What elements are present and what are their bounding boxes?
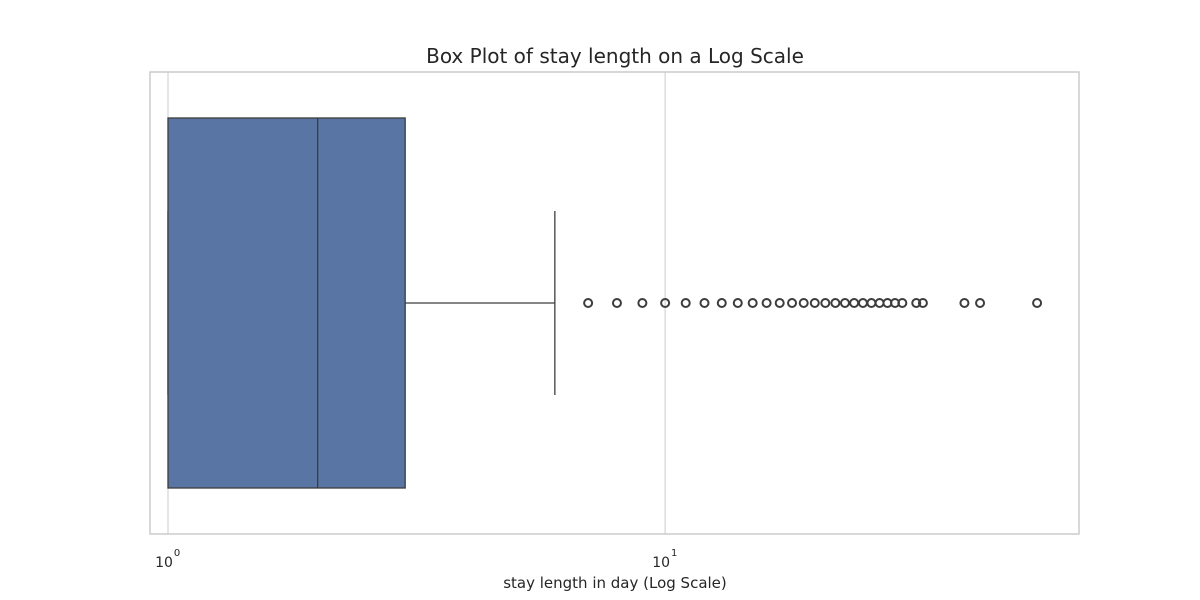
outlier-point-19 — [866, 298, 877, 308]
outlier-point-27 — [975, 298, 986, 308]
x-tick-1: 101 — [652, 548, 677, 571]
outlier-point-2 — [637, 298, 648, 308]
x-tick-label-0: 10 — [155, 555, 173, 571]
x-tick-0: 100 — [155, 548, 180, 571]
outlier-point-25 — [917, 298, 928, 308]
outlier-point-26 — [959, 298, 970, 308]
outlier-point-16 — [839, 298, 850, 308]
outlier-point-28 — [1032, 298, 1043, 308]
outlier-point-23 — [897, 298, 908, 308]
x-tick-exponent-1: 1 — [671, 548, 677, 559]
outlier-point-17 — [849, 298, 860, 308]
outlier-point-7 — [732, 298, 743, 308]
iqr-box — [167, 117, 406, 489]
outlier-point-0 — [583, 298, 594, 308]
outlier-point-1 — [611, 298, 622, 308]
x-tick-exponent-0: 0 — [174, 548, 180, 559]
outlier-point-8 — [747, 298, 758, 308]
outlier-point-12 — [798, 298, 809, 308]
outlier-point-15 — [830, 298, 841, 308]
outlier-point-6 — [716, 298, 727, 308]
outlier-point-10 — [774, 298, 785, 308]
plot-frame — [149, 71, 1080, 535]
outlier-point-3 — [660, 298, 671, 308]
outlier-point-4 — [680, 298, 691, 308]
outlier-point-18 — [857, 298, 868, 308]
outlier-point-13 — [809, 298, 820, 308]
outlier-point-5 — [699, 298, 710, 308]
outlier-point-24 — [911, 298, 922, 308]
outlier-point-20 — [874, 298, 885, 308]
outlier-point-11 — [787, 298, 798, 308]
x-tick-label-1: 10 — [652, 555, 670, 571]
x-axis-label: stay length in day (Log Scale) — [503, 574, 727, 592]
outlier-point-14 — [820, 298, 831, 308]
outlier-point-9 — [761, 298, 772, 308]
chart-title: Box Plot of stay length on a Log Scale — [426, 44, 804, 68]
